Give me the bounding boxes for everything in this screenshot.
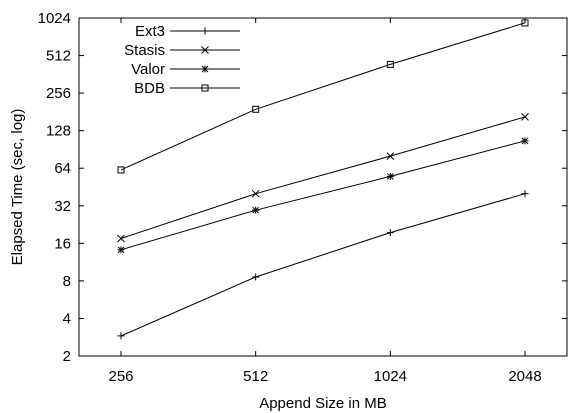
x-tick-label: 256 (108, 368, 133, 385)
x-axis-label: Append Size in MB (259, 395, 387, 412)
data-point-bdb (386, 60, 394, 68)
y-tick-label: 64 (54, 160, 71, 177)
data-point-bdb (521, 19, 529, 27)
legend: Ext3 Stasis Valor BDB (124, 23, 240, 97)
legend-marker-valor (201, 65, 209, 73)
legend-label-bdb: BDB (134, 80, 165, 97)
x-tick-label: 1024 (374, 368, 407, 385)
y-tick-label: 128 (46, 123, 71, 140)
data-point-bdb (117, 166, 125, 174)
series-line-ext3 (120, 193, 526, 337)
data-point-ext3 (386, 229, 394, 237)
data-point-ext3 (521, 190, 529, 198)
x-tick-label: 2048 (508, 368, 541, 385)
data-point-stasis (117, 234, 125, 243)
y-tick-label: 32 (54, 198, 71, 215)
y-tick-label: 1024 (38, 10, 71, 27)
data-point-bdb (252, 105, 260, 113)
legend-marker-stasis (201, 46, 209, 54)
y-tick-label: 4 (63, 310, 71, 327)
y-tick-label: 16 (54, 235, 71, 252)
data-point-stasis (386, 152, 395, 160)
data-point-ext3 (117, 332, 125, 340)
axis-ticks: 2 4 8 16 32 64 128 256 512 1024 256 512 1024 2048 (38, 10, 567, 385)
series-line-valor (120, 140, 526, 251)
plot-axes (78, 17, 568, 357)
series-line-bdb (120, 22, 526, 171)
legend-label-stasis: Stasis (124, 42, 165, 59)
legend-marker-bdb (201, 84, 209, 92)
legend-label-ext3: Ext3 (135, 23, 165, 40)
x-tick-label: 512 (243, 368, 268, 385)
data-point-stasis (521, 113, 529, 121)
data-point-valor (252, 206, 260, 214)
data-point-valor (386, 172, 394, 180)
data-point-valor (117, 246, 125, 254)
data-point-valor (521, 137, 529, 145)
legend-marker-ext3 (201, 27, 209, 35)
y-tick-label: 256 (46, 85, 71, 102)
y-tick-label: 512 (46, 48, 71, 65)
y-tick-label: 2 (63, 348, 71, 365)
plot-frame (78, 17, 568, 357)
data-point-stasis (251, 189, 260, 198)
y-tick-label: 8 (63, 273, 71, 290)
series-line-stasis (120, 116, 526, 239)
legend-label-valor: Valor (131, 61, 165, 78)
data-point-ext3 (252, 273, 260, 281)
data-series (117, 19, 529, 340)
y-axis-label: Elapsed Time (sec, log) (9, 109, 26, 266)
